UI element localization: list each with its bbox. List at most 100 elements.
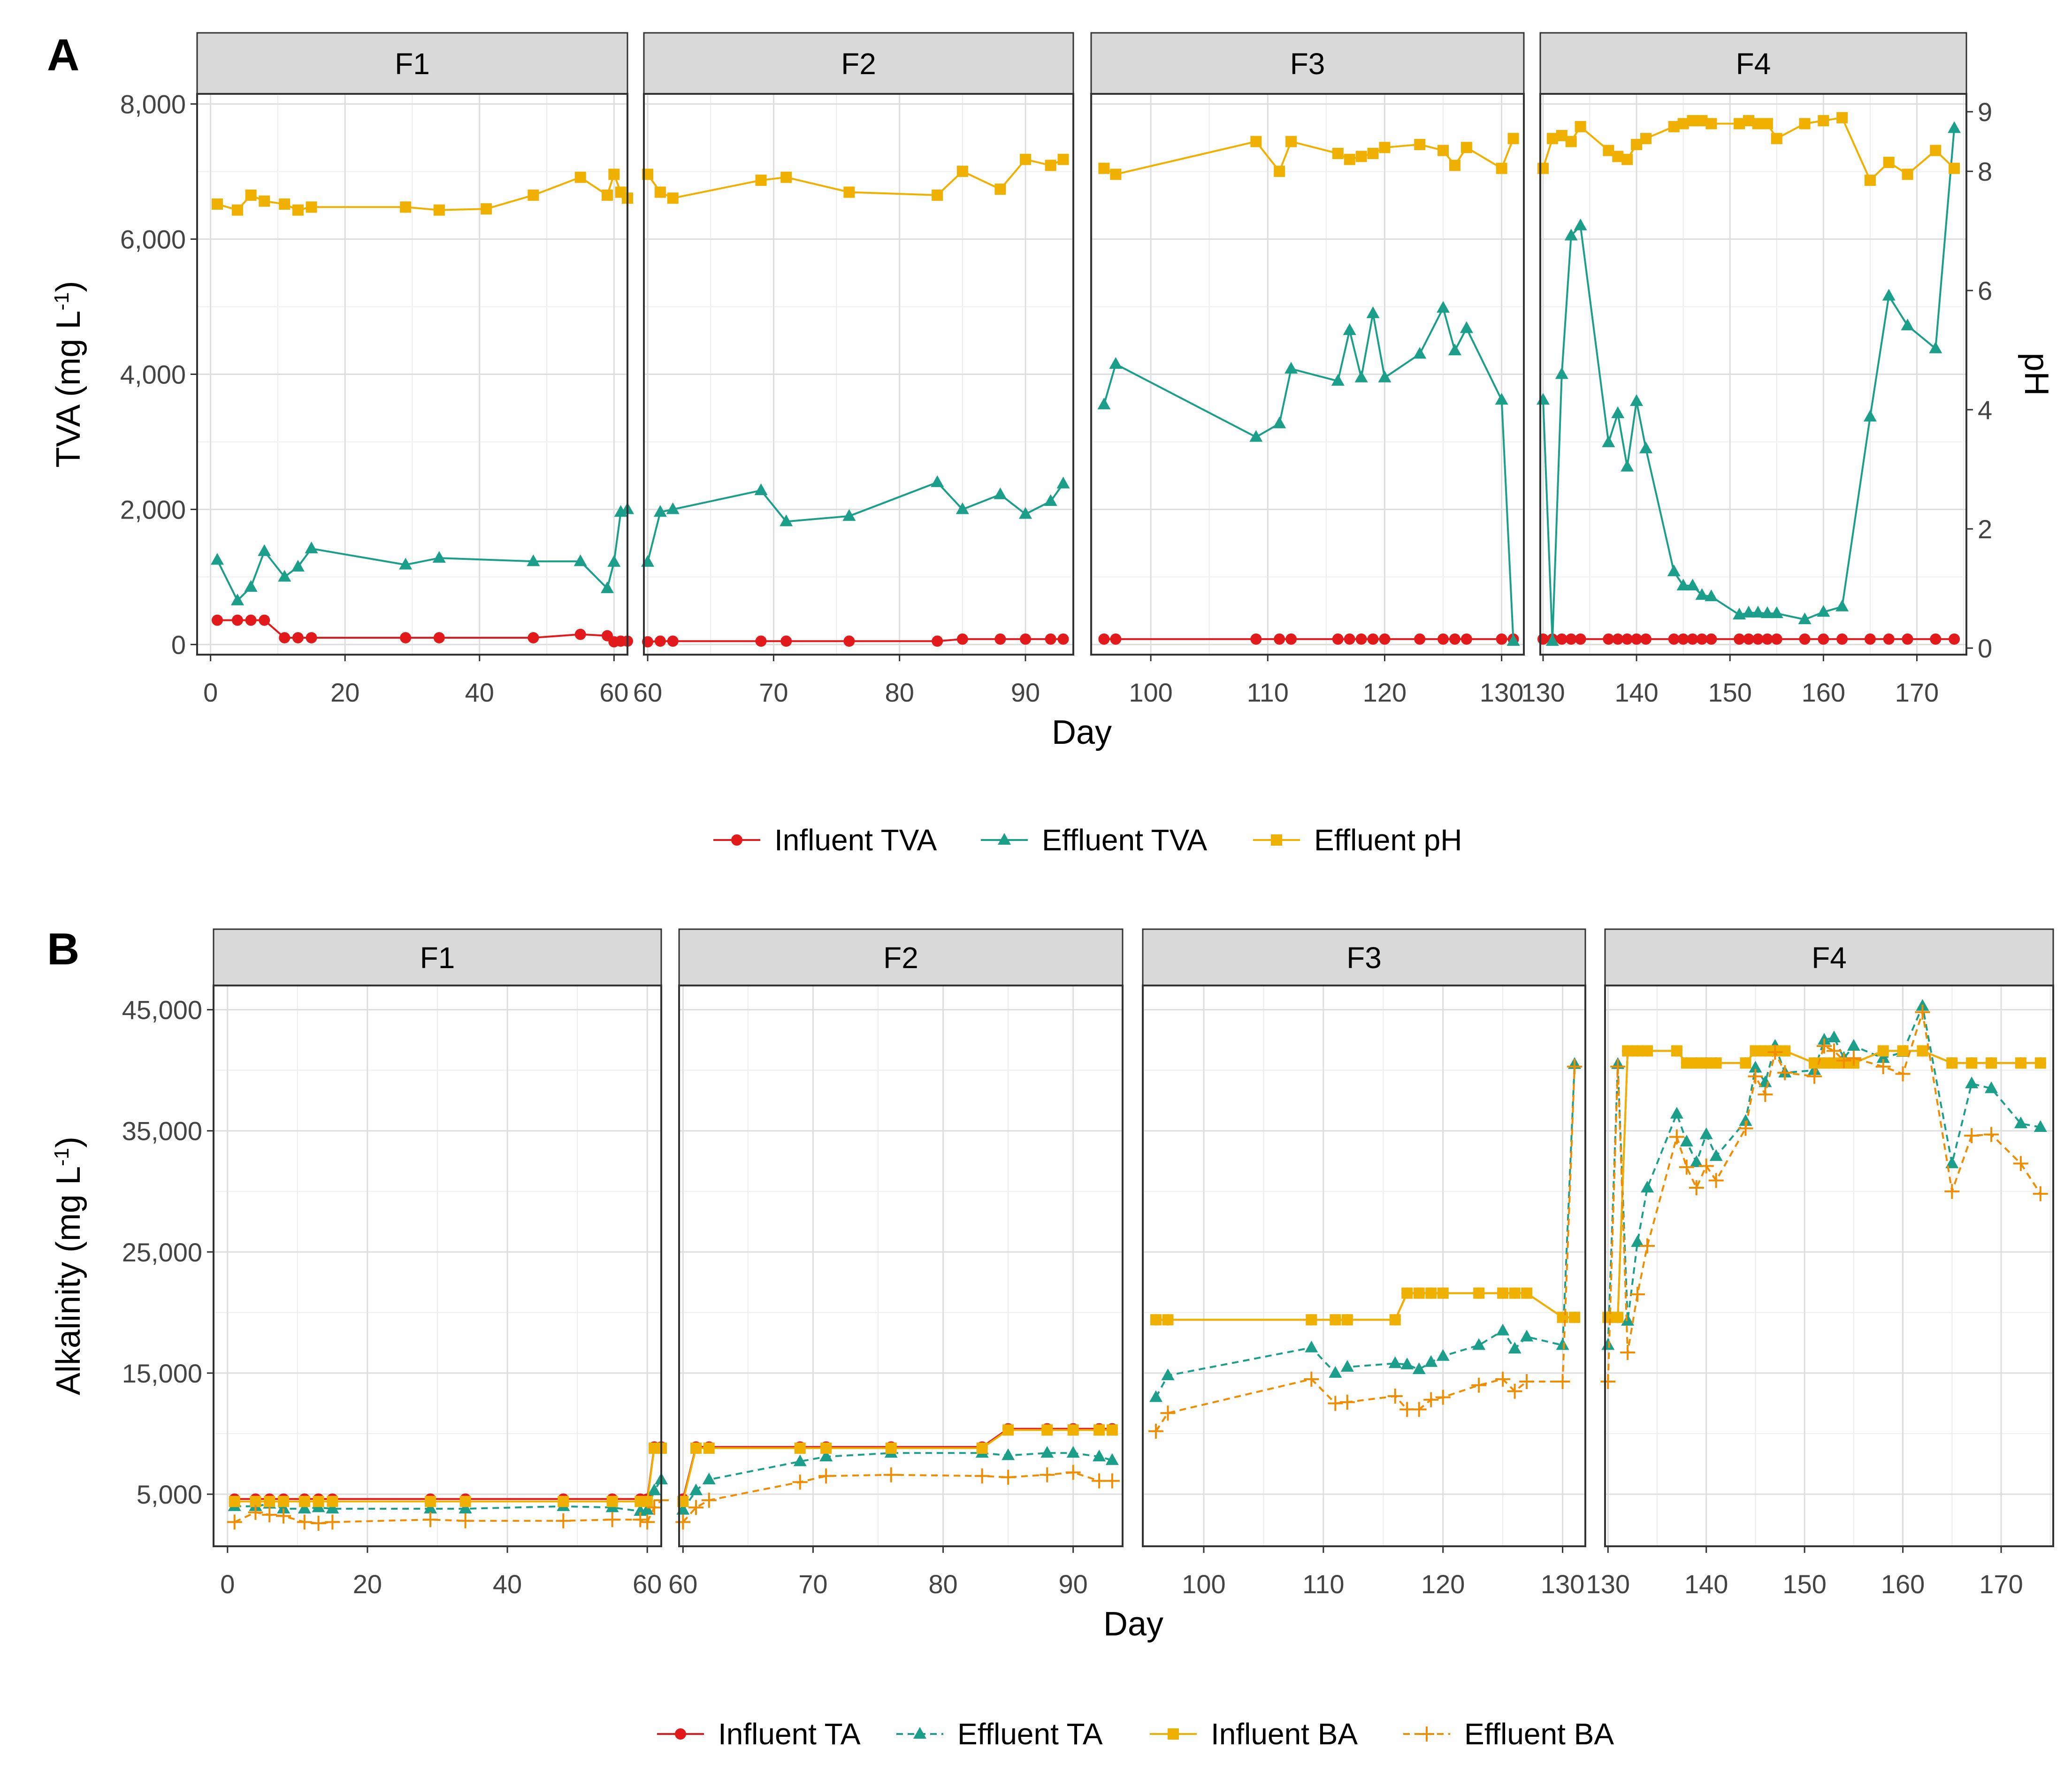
data-point: [230, 593, 244, 605]
data-point: [1612, 633, 1624, 645]
chart-b: B F1 0 20 40 60 F2 60 70 80 90 F3 100 110 120 130 F4 130 1…: [47, 924, 2054, 1751]
legend-label: Influent BA: [1211, 1717, 1358, 1751]
data-point: [675, 1514, 691, 1530]
x-tick-label: 80: [885, 678, 914, 707]
data-point: [1564, 229, 1578, 241]
data-point: [1162, 1314, 1174, 1326]
series-effluent-ph: [642, 153, 1069, 204]
data-point: [1738, 1121, 1753, 1136]
data-point: [1389, 1314, 1401, 1326]
facet-f2: F2 60 70 80 90: [633, 32, 1074, 707]
data-point: [780, 514, 793, 527]
facet-f4: F4 130 140 150 160 170: [1521, 32, 1967, 707]
facet-strip: [678, 928, 1124, 986]
data-point: [1355, 633, 1367, 645]
data-point: [325, 1514, 340, 1530]
legend-item-influent-tva: Influent TVA: [713, 823, 937, 857]
legend-label: Effluent TVA: [1042, 823, 1208, 857]
data-point: [1740, 1057, 1751, 1069]
data-point: [1341, 1314, 1353, 1326]
data-point: [640, 1514, 655, 1530]
data-point: [1946, 1057, 1958, 1069]
series-effluent-tva: [1536, 121, 1961, 646]
data-point: [1519, 1374, 1535, 1389]
data-point: [1150, 1314, 1162, 1326]
data-point: [1437, 633, 1449, 645]
data-point: [1640, 1238, 1655, 1253]
data-point: [574, 171, 586, 183]
data-point: [1507, 133, 1519, 145]
x-tick-label: 60: [668, 1569, 697, 1599]
data-point: [1045, 633, 1056, 645]
legend-item-effluent-ph: Effluent pH: [1253, 823, 1462, 857]
data-point: [604, 1512, 620, 1528]
data-point: [1699, 1127, 1713, 1139]
x-tick-label: 40: [493, 1569, 522, 1599]
data-point: [1496, 633, 1507, 645]
data-point: [1966, 1057, 1978, 1069]
data-point: [1537, 162, 1549, 174]
data-point: [601, 581, 614, 593]
data-point: [1274, 633, 1285, 645]
series-line: [1103, 305, 1514, 642]
data-point: [558, 1496, 569, 1507]
facet-f3: F3 100 110 120 130: [1142, 928, 1586, 1599]
data-point: [702, 1473, 716, 1485]
series-effluent-ba: [1600, 1004, 2048, 1389]
data-point: [1641, 1181, 1654, 1193]
x-tick-label: 150: [1708, 678, 1752, 707]
data-point: [1929, 341, 1942, 353]
data-point: [818, 1468, 834, 1484]
data-point: [211, 614, 223, 626]
x-tick-label: 70: [759, 678, 788, 707]
data-point: [1040, 1446, 1054, 1458]
data-point: [1496, 162, 1507, 174]
data-point: [1752, 633, 1764, 645]
data-point: [400, 201, 412, 213]
data-point: [1250, 136, 1262, 147]
legend-key-marker: [1168, 1728, 1179, 1740]
data-point: [1274, 166, 1285, 177]
data-point: [1460, 142, 1472, 153]
data-point: [1285, 136, 1297, 147]
data-point: [1284, 361, 1298, 374]
data-point: [1767, 1044, 1783, 1060]
data-point: [1331, 374, 1345, 386]
data-point: [1758, 1087, 1773, 1102]
data-point: [231, 614, 243, 626]
data-point: [1642, 1045, 1653, 1057]
data-point: [1471, 1377, 1487, 1393]
data-point: [305, 541, 318, 553]
data-point: [1355, 151, 1367, 162]
series-line: [1155, 1064, 1576, 1398]
data-point: [1304, 1371, 1319, 1387]
data-point: [528, 189, 539, 201]
data-point: [755, 175, 767, 186]
data-point: [2033, 1186, 2048, 1201]
data-point: [1620, 1345, 1636, 1360]
data-point: [1686, 579, 1699, 591]
data-point: [1818, 633, 1829, 645]
data-point: [1366, 306, 1380, 318]
data-point: [1984, 1127, 1999, 1142]
data-point: [1705, 118, 1717, 130]
data-point: [433, 204, 445, 216]
data-point: [647, 1500, 662, 1515]
y2-tick-label: 8: [1978, 157, 1992, 186]
data-point: [1472, 1338, 1486, 1350]
data-point: [1339, 1394, 1355, 1410]
data-point: [1875, 1059, 1891, 1074]
data-point: [1285, 633, 1297, 645]
data-point: [1273, 416, 1286, 428]
data-point: [1600, 1374, 1616, 1389]
data-point: [956, 502, 969, 514]
data-point: [278, 570, 291, 582]
data-point: [1496, 1323, 1510, 1336]
series-influent-ba: [1150, 1287, 1581, 1326]
data-point: [794, 1442, 806, 1454]
data-point: [792, 1474, 808, 1490]
data-point: [574, 628, 586, 640]
data-point: [1567, 1059, 1583, 1074]
data-point: [1110, 633, 1122, 645]
data-point: [1930, 145, 1942, 156]
